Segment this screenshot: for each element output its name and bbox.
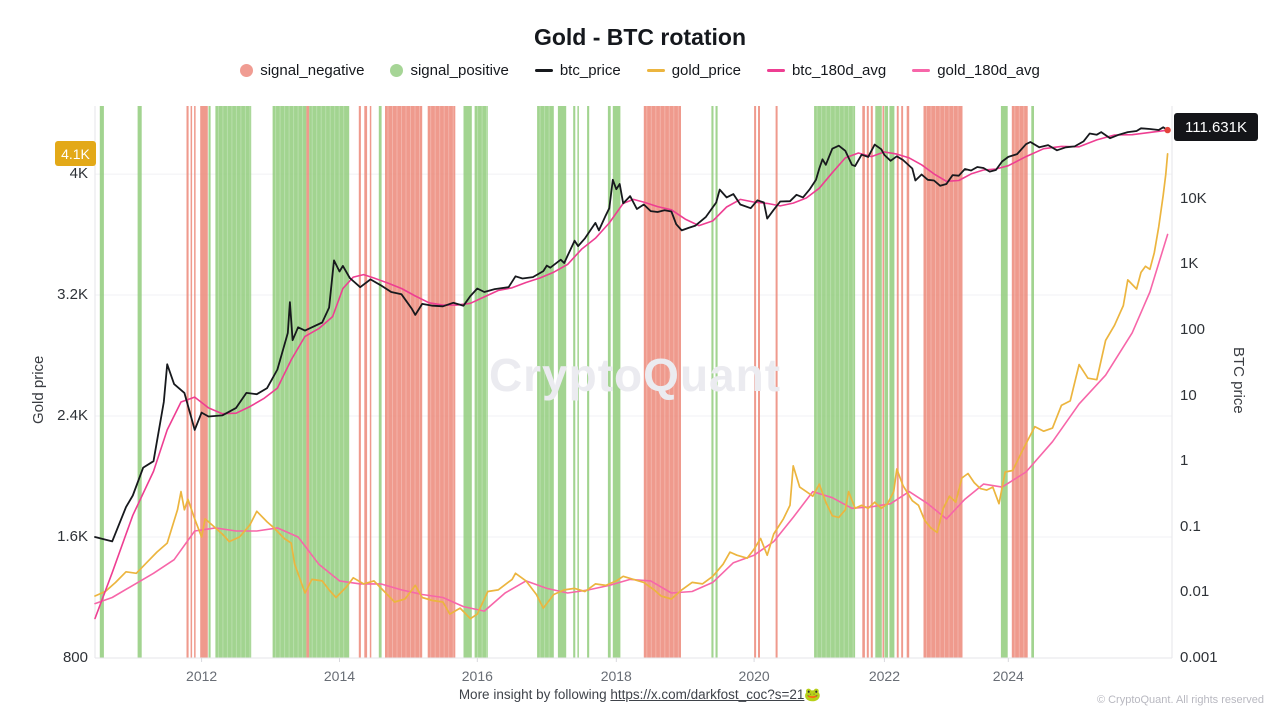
copyright-notice: © CryptoQuant. All rights reserved — [1096, 694, 1264, 706]
gold-tick-1.6K: 1.6K — [57, 528, 88, 545]
btc_180d_avg-swatch-icon — [766, 69, 785, 72]
btc_price-swatch-icon — [534, 69, 553, 72]
legend-item-signal_positive[interactable]: signal_positive — [390, 62, 509, 79]
gold-tick-2.4K: 2.4K — [57, 407, 88, 425]
footer-text: More insight by following — [458, 687, 611, 702]
btc-tick-100: 100 — [1180, 321, 1206, 338]
legend-label: signal_positive — [410, 62, 509, 79]
year-tick-2020: 2020 — [738, 668, 770, 684]
legend-item-gold_price[interactable]: gold_price — [646, 62, 741, 79]
btc-tick-1K: 1K — [1180, 255, 1199, 273]
legend-item-gold_180d_avg[interactable]: gold_180d_avg — [912, 62, 1040, 79]
btc-tick-10: 10 — [1180, 386, 1197, 404]
year-tick-2014: 2014 — [323, 668, 356, 684]
year-tick-2022: 2022 — [868, 668, 901, 684]
legend-item-btc_180d_avg[interactable]: btc_180d_avg — [766, 62, 887, 79]
gold-tick-800: 800 — [62, 649, 88, 666]
gold_price-swatch-icon — [646, 69, 665, 72]
btc-tick-0.01: 0.01 — [1180, 583, 1210, 601]
year-tick-2024: 2024 — [992, 668, 1024, 684]
btc-tick-0.1: 0.1 — [1180, 517, 1201, 535]
btc-axis-title: BTC price — [1230, 346, 1247, 414]
legend: signal_negative signal_positive btc_price g… — [0, 62, 1280, 79]
legend-label: btc_price — [559, 62, 621, 79]
signal_negative-swatch-icon — [240, 64, 254, 77]
btc-tick-10K: 10K — [1180, 189, 1207, 207]
gold_180d_avg-swatch-icon — [912, 69, 931, 72]
legend-label: signal_negative — [260, 62, 365, 79]
signal_positive-swatch-icon — [390, 64, 404, 77]
btc-tick-0.001: 0.001 — [1180, 649, 1218, 666]
legend-item-signal_negative[interactable]: signal_negative — [240, 62, 364, 79]
legend-item-btc_price[interactable]: btc_price — [534, 62, 621, 79]
legend-label: gold_price — [671, 62, 741, 79]
btc-tick-1: 1 — [1180, 452, 1189, 470]
gold-axis-title: Gold price — [30, 355, 47, 425]
gold-tick-4K: 4K — [69, 165, 88, 183]
year-tick-2018: 2018 — [600, 668, 632, 684]
legend-label: gold_180d_avg — [937, 62, 1040, 79]
footer-link[interactable]: https://x.com/darkfost_coc?s=21 — [610, 687, 805, 702]
legend-label: btc_180d_avg — [791, 62, 887, 79]
gold-last-value-badge: 4.1K — [55, 141, 96, 166]
frog-emoji: 🐸 — [804, 687, 822, 702]
year-tick-2012: 2012 — [186, 668, 218, 684]
gold-tick-3.2K: 3.2K — [57, 286, 88, 304]
page-title: Gold - BTC rotation — [533, 24, 747, 50]
btc-last-value-badge: 111.631K — [1174, 113, 1258, 141]
year-tick-2016: 2016 — [461, 668, 493, 684]
footer-note: More insight by following https://x.com/… — [0, 687, 1280, 703]
